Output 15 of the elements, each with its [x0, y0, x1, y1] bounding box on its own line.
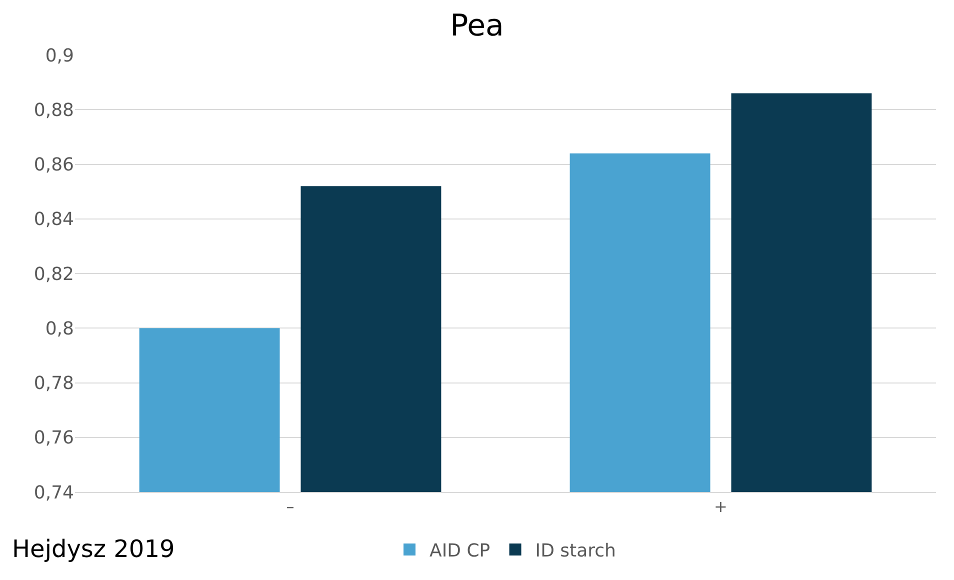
legend-label: AID CP [430, 540, 490, 562]
y-tick-label: 0,88 [34, 100, 74, 121]
text: Hejdysz 2019 [12, 535, 175, 563]
y-tick-label: 0,84 [34, 209, 74, 230]
x-tick-label: – [286, 497, 294, 516]
y-tick-label: 0,82 [34, 264, 74, 285]
legend-label: ID starch [535, 540, 616, 562]
y-tick-label: 0,8 [45, 318, 74, 340]
y-tick-label: 0,76 [34, 428, 74, 449]
y-tick-label: 0,74 [34, 482, 74, 504]
x-tick-label: + [714, 497, 728, 516]
y-tick-label: 0,78 [34, 373, 74, 394]
chart-title: Pea [450, 8, 504, 44]
y-tick-label: 0,9 [45, 45, 74, 66]
y-tick-label: 0,86 [34, 154, 74, 176]
